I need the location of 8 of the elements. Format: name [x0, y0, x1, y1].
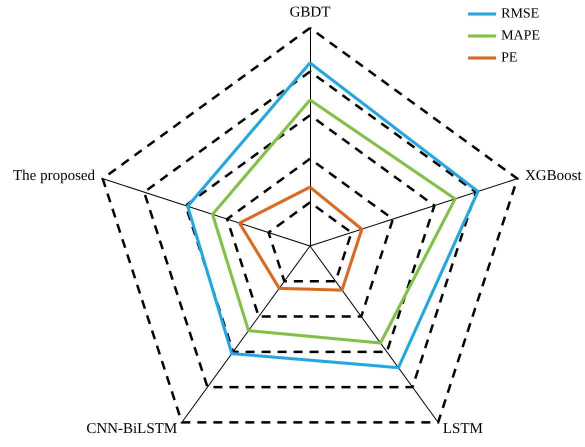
spoke-label: XGBoost [524, 168, 582, 184]
spoke-label: CNN-BiLSTM [86, 420, 178, 437]
spoke-label: GBDT [290, 4, 330, 20]
spoke-label: LSTM [442, 420, 483, 437]
legend-label: MAPE [501, 28, 540, 44]
legend-label: PE [501, 50, 518, 66]
spoke-label: The proposed [13, 168, 96, 184]
legend-label: RMSE [501, 6, 540, 22]
